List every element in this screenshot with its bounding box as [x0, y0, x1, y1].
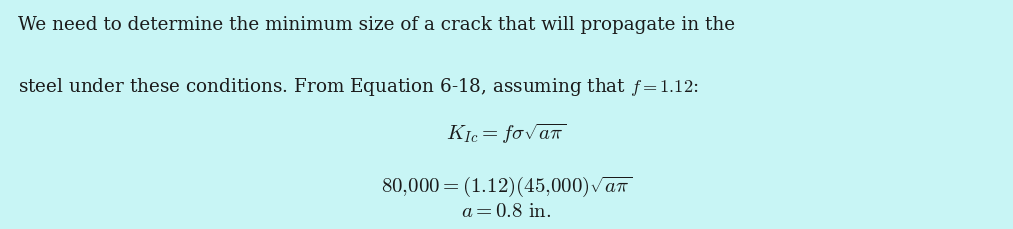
- Text: steel under these conditions. From Equation 6-18, assuming that $f = 1.12$:: steel under these conditions. From Equat…: [18, 76, 699, 98]
- Text: $K_{Ic} = f\sigma\sqrt{a\pi}$: $K_{Ic} = f\sigma\sqrt{a\pi}$: [447, 121, 566, 145]
- Text: We need to determine the minimum size of a crack that will propagate in the: We need to determine the minimum size of…: [18, 16, 735, 34]
- Text: $80{,}000 = (1.12)(45{,}000)\sqrt{a\pi}$: $80{,}000 = (1.12)(45{,}000)\sqrt{a\pi}$: [381, 174, 632, 198]
- Text: $a = 0.8\ \mathrm{in.}$: $a = 0.8\ \mathrm{in.}$: [461, 201, 552, 220]
